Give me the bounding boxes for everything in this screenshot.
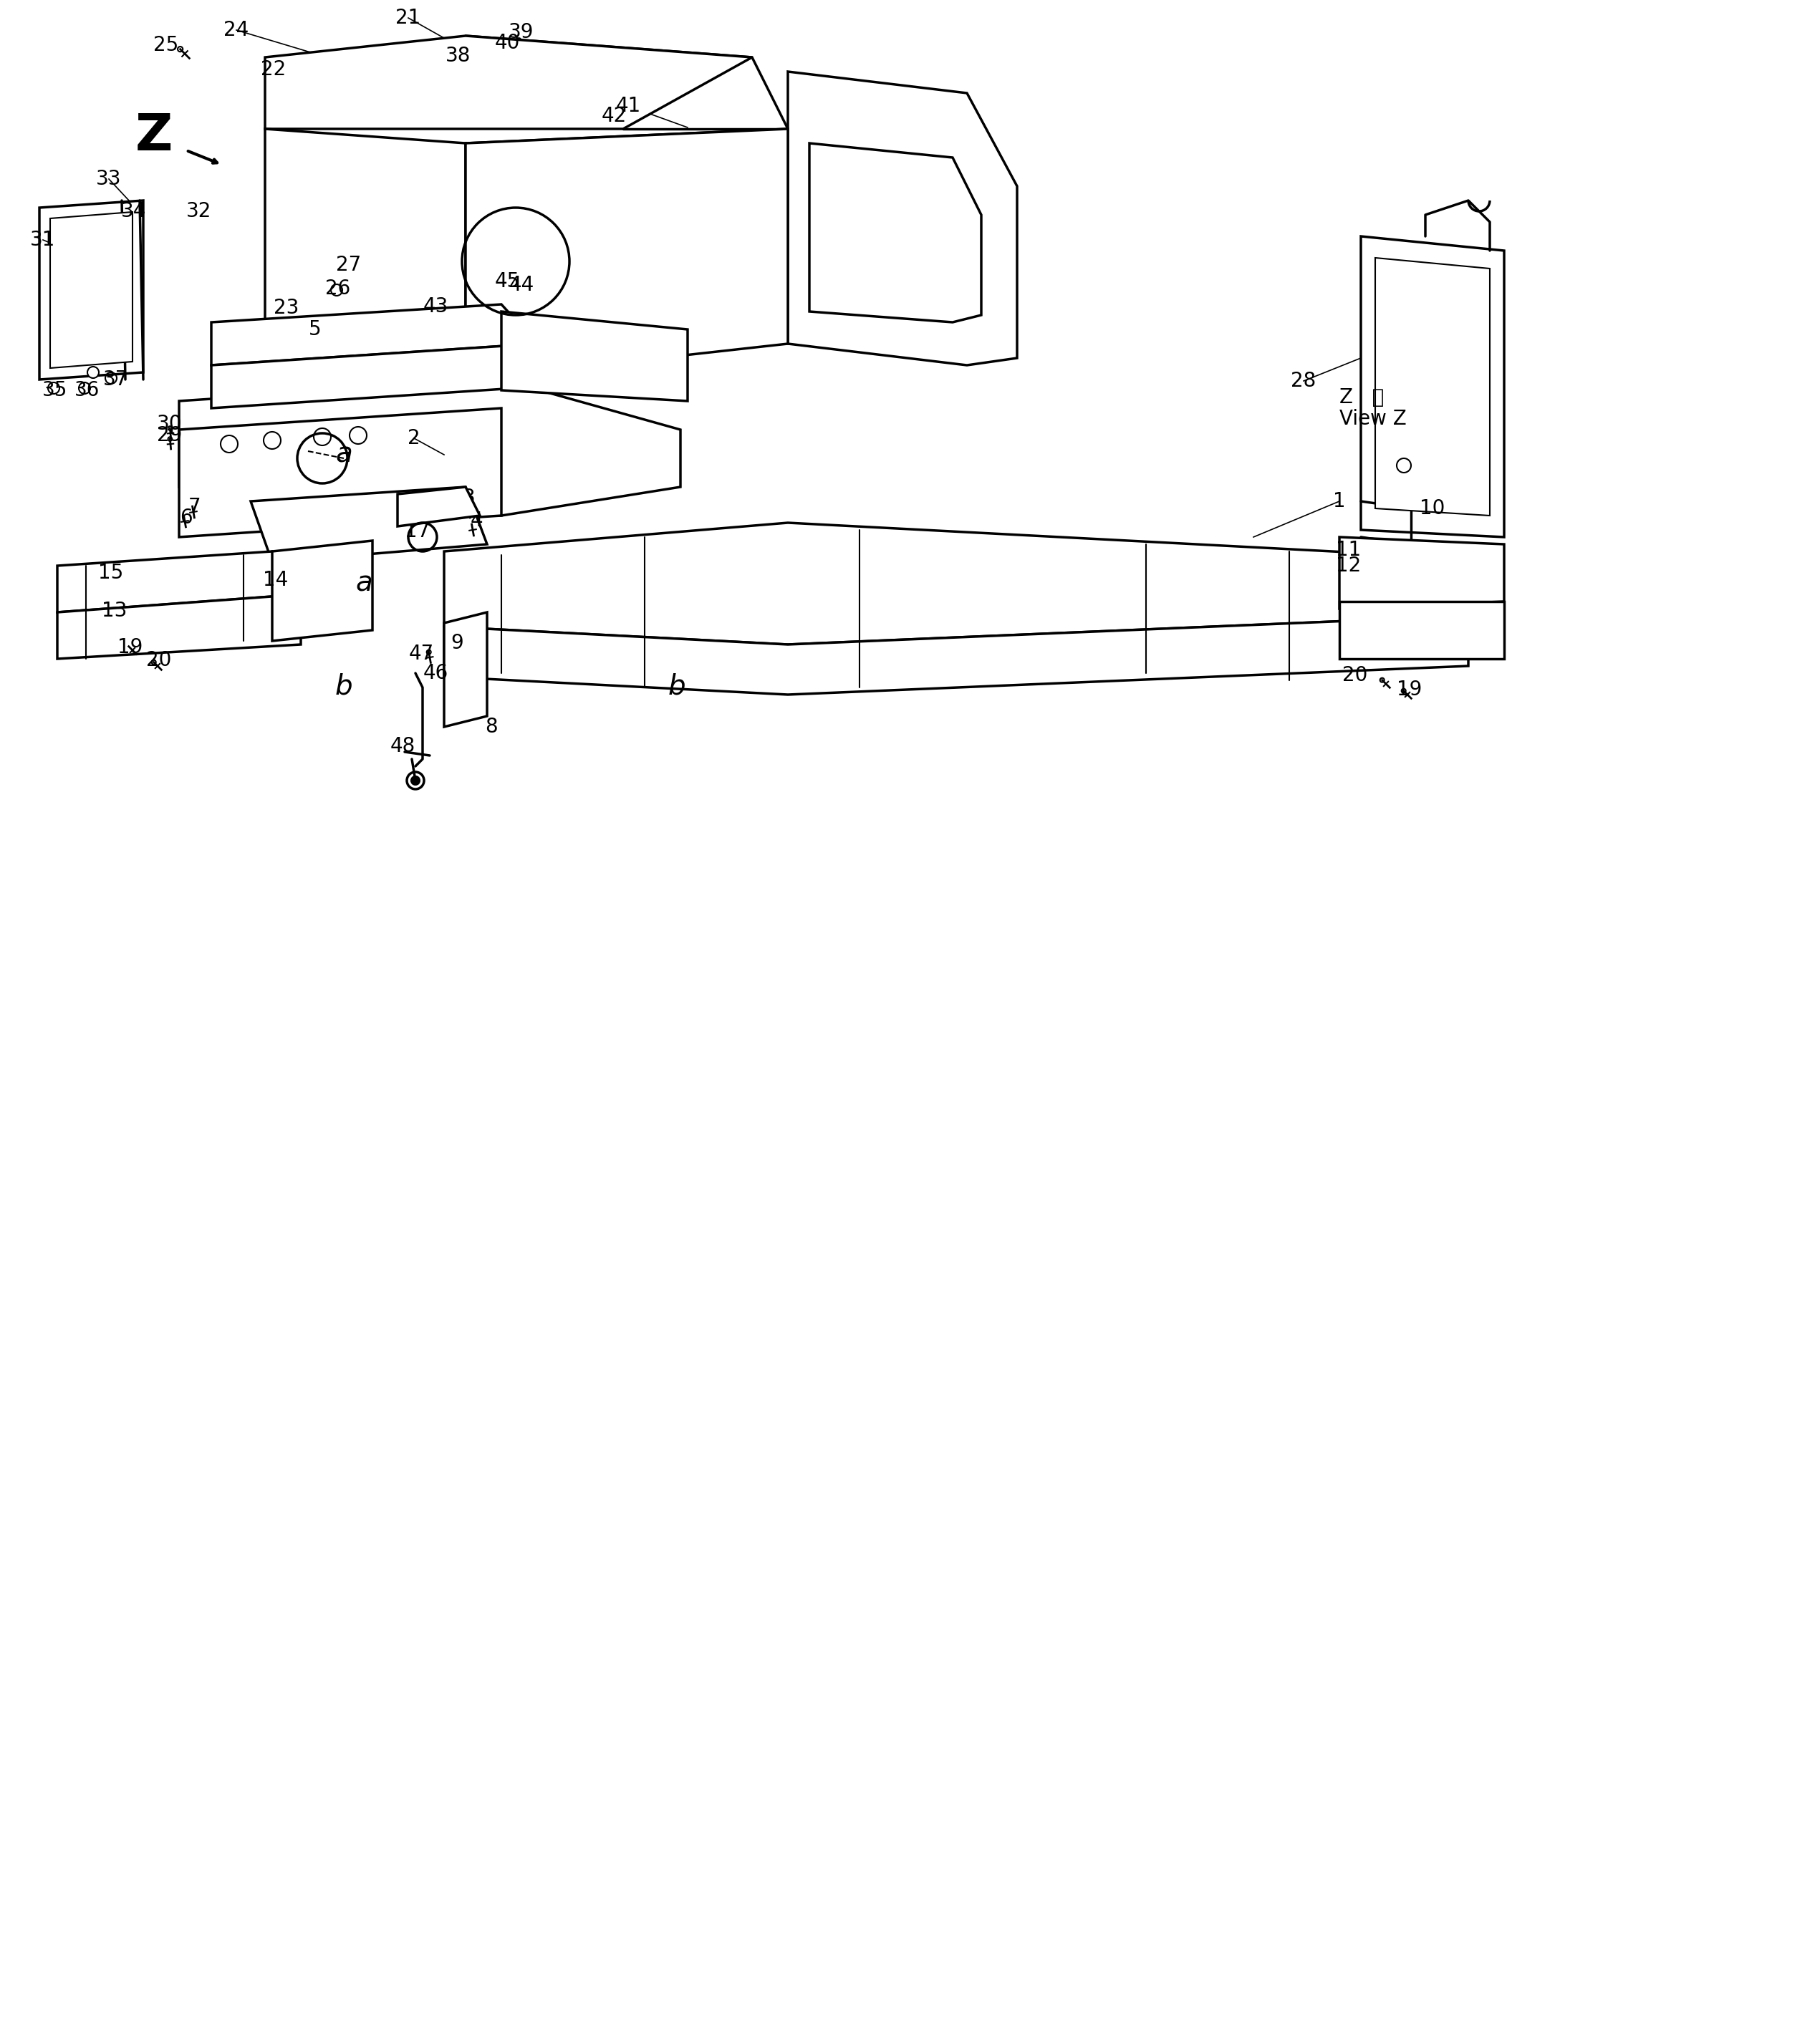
Text: 20: 20	[1343, 665, 1369, 685]
Polygon shape	[1376, 258, 1491, 515]
Text: 32: 32	[186, 201, 211, 221]
Text: 37: 37	[104, 369, 129, 389]
Text: 20: 20	[146, 651, 171, 671]
Text: a: a	[335, 442, 353, 468]
Text: 18: 18	[400, 505, 426, 523]
Text: 45: 45	[495, 272, 521, 292]
Polygon shape	[273, 541, 373, 641]
Text: 41: 41	[615, 95, 641, 116]
Text: 25: 25	[153, 34, 178, 55]
Text: View Z: View Z	[1340, 410, 1407, 430]
Polygon shape	[178, 408, 501, 537]
Polygon shape	[788, 71, 1017, 365]
Text: 36: 36	[75, 381, 100, 400]
Polygon shape	[810, 144, 981, 322]
Text: 33: 33	[96, 168, 122, 189]
Polygon shape	[397, 487, 480, 527]
Text: 40: 40	[495, 32, 521, 53]
Polygon shape	[501, 312, 688, 402]
Text: 28: 28	[1290, 371, 1316, 391]
Text: 43: 43	[422, 296, 448, 316]
Polygon shape	[466, 130, 788, 379]
Text: 24: 24	[224, 20, 249, 41]
Text: 10: 10	[1420, 499, 1445, 519]
Text: 14: 14	[264, 570, 288, 590]
Text: 1: 1	[1332, 491, 1345, 511]
Text: 42: 42	[601, 105, 626, 126]
Text: 39: 39	[510, 22, 533, 43]
Text: b: b	[668, 673, 686, 700]
Text: 47: 47	[408, 643, 433, 663]
Text: 26: 26	[326, 278, 351, 298]
Polygon shape	[56, 552, 300, 612]
Text: 34: 34	[122, 201, 147, 221]
Text: 46: 46	[422, 663, 448, 683]
Polygon shape	[1361, 237, 1503, 537]
Polygon shape	[51, 213, 133, 367]
Text: 22: 22	[260, 59, 286, 79]
Polygon shape	[1340, 537, 1503, 608]
Polygon shape	[444, 523, 1469, 645]
Polygon shape	[266, 37, 752, 130]
Text: 44: 44	[510, 276, 533, 294]
Text: 13: 13	[102, 600, 127, 621]
Text: b: b	[335, 673, 353, 700]
Text: 21: 21	[395, 8, 420, 28]
Text: 27: 27	[337, 256, 362, 276]
Text: 16: 16	[410, 491, 435, 509]
Polygon shape	[444, 617, 1469, 696]
Text: 38: 38	[446, 47, 471, 65]
Text: 19: 19	[118, 637, 144, 657]
Text: 31: 31	[31, 229, 56, 249]
Polygon shape	[56, 594, 300, 659]
Text: Z: Z	[135, 112, 173, 160]
Text: 29: 29	[157, 426, 182, 446]
Text: 12: 12	[1336, 556, 1361, 576]
Text: a: a	[355, 570, 373, 596]
Text: 17: 17	[406, 521, 430, 541]
Polygon shape	[211, 343, 537, 408]
Text: 11: 11	[1336, 539, 1361, 560]
Text: 35: 35	[42, 381, 67, 400]
Text: 6: 6	[180, 507, 193, 527]
Polygon shape	[266, 130, 466, 379]
Circle shape	[411, 777, 420, 785]
Text: 19: 19	[1398, 679, 1421, 700]
Text: 8: 8	[486, 716, 497, 736]
Polygon shape	[40, 201, 144, 379]
Polygon shape	[1340, 602, 1503, 659]
Polygon shape	[211, 304, 537, 365]
Text: 9: 9	[451, 633, 464, 653]
Text: 2: 2	[408, 428, 420, 448]
Text: 5: 5	[309, 318, 322, 339]
Text: 4: 4	[470, 511, 482, 531]
Polygon shape	[251, 487, 488, 562]
Text: 30: 30	[157, 414, 182, 434]
Text: 23: 23	[273, 298, 298, 318]
Text: 15: 15	[98, 564, 124, 582]
Text: Z   視: Z 視	[1340, 387, 1383, 408]
Polygon shape	[444, 612, 488, 726]
Text: 3: 3	[462, 487, 475, 507]
Circle shape	[87, 367, 98, 377]
Polygon shape	[178, 379, 681, 515]
Text: 48: 48	[389, 736, 415, 756]
Text: 7: 7	[189, 497, 202, 517]
